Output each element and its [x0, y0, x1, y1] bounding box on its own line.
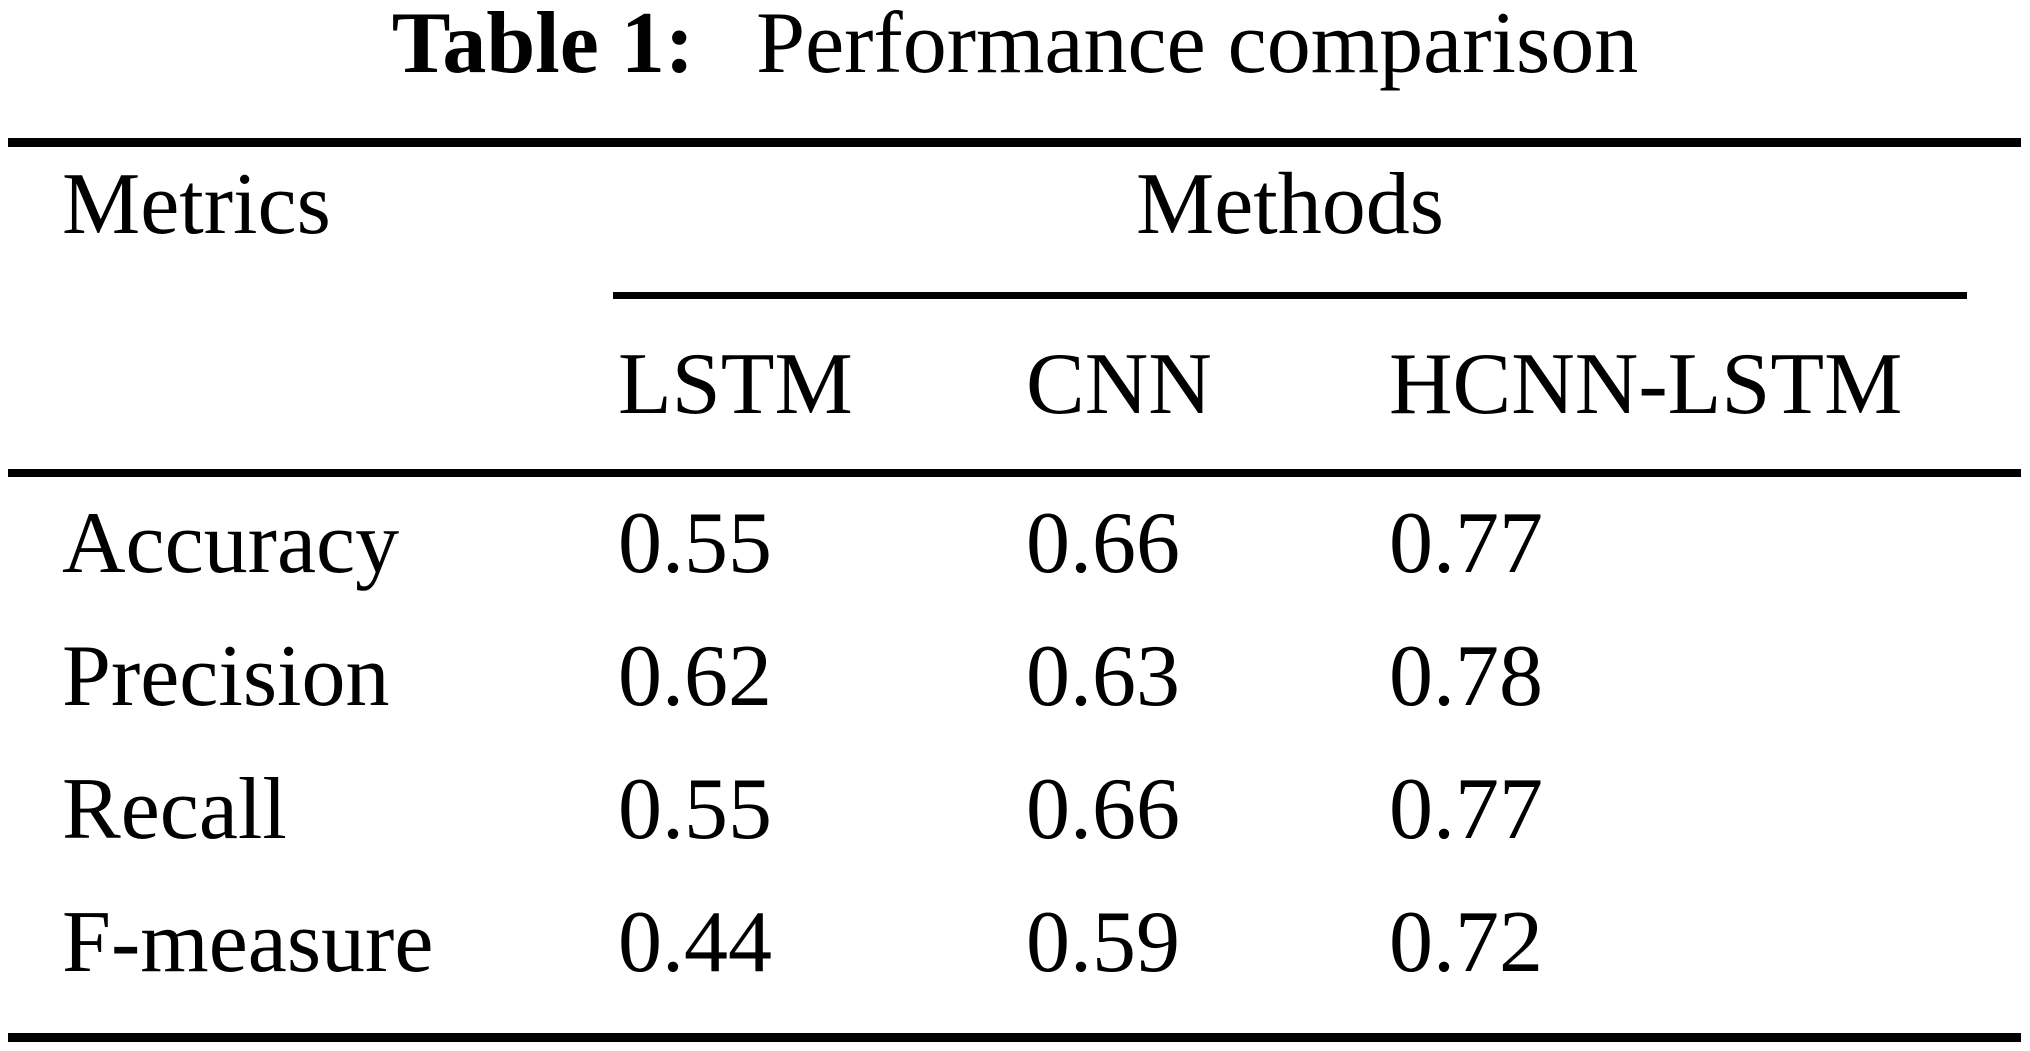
row-label-recall: Recall: [62, 761, 287, 858]
column-header-lstm: LSTM: [618, 336, 853, 433]
metrics-column-header: Metrics: [62, 156, 331, 253]
cell-recall-cnn: 0.66: [1026, 761, 1180, 858]
table-caption: Table 1: Performance comparison: [0, 0, 2030, 93]
cell-f-measure-cnn: 0.59: [1026, 894, 1180, 991]
column-header-hcnn-lstm: HCNN-LSTM: [1389, 336, 1903, 433]
cell-recall-lstm: 0.55: [618, 761, 772, 858]
cell-precision-lstm: 0.62: [618, 628, 772, 725]
column-header-cnn: CNN: [1026, 336, 1212, 433]
mid-rule: [8, 469, 2021, 477]
cell-accuracy-cnn: 0.66: [1026, 495, 1180, 592]
methods-underline-rule: [613, 292, 1967, 299]
row-label-f-measure: F-measure: [62, 894, 434, 991]
top-rule: [8, 138, 2021, 147]
cell-recall-hcnn-lstm: 0.77: [1389, 761, 1543, 858]
cell-precision-cnn: 0.63: [1026, 628, 1180, 725]
table-caption-label: Table 1:: [391, 0, 695, 92]
row-label-precision: Precision: [62, 628, 390, 725]
table-caption-text: Performance comparison: [756, 0, 1639, 92]
methods-group-header: Methods: [1136, 156, 1444, 253]
cell-f-measure-lstm: 0.44: [618, 894, 772, 991]
cell-accuracy-hcnn-lstm: 0.77: [1389, 495, 1543, 592]
cell-accuracy-lstm: 0.55: [618, 495, 772, 592]
cell-f-measure-hcnn-lstm: 0.72: [1389, 894, 1543, 991]
bottom-rule: [8, 1033, 2021, 1042]
cell-precision-hcnn-lstm: 0.78: [1389, 628, 1543, 725]
row-label-accuracy: Accuracy: [62, 495, 400, 592]
